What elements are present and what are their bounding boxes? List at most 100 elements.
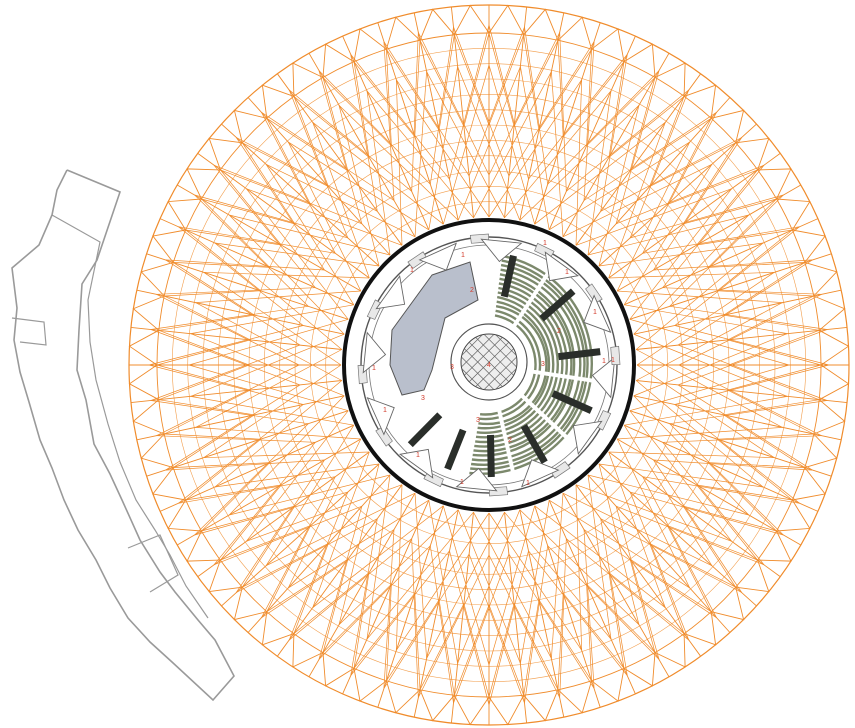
lattice-brace xyxy=(488,79,582,218)
lattice-brace xyxy=(538,599,592,681)
lattice-spoke xyxy=(562,52,670,238)
lattice-brace xyxy=(350,518,378,676)
lattice-brace xyxy=(201,462,270,532)
lattice-spoke xyxy=(221,463,380,607)
lattice-brace xyxy=(653,459,813,471)
lattice-spoke xyxy=(616,184,802,292)
lattice-brace xyxy=(677,329,828,386)
lattice-spoke xyxy=(534,22,601,225)
lattice-brace xyxy=(386,599,440,681)
perimeter-rooms xyxy=(357,233,621,497)
lattice-zigzag xyxy=(208,137,243,171)
lattice-brace xyxy=(669,194,784,307)
lattice-brace xyxy=(534,122,666,225)
lattice-brace xyxy=(366,511,474,640)
lattice-brace xyxy=(190,333,345,397)
lattice-brace xyxy=(203,451,370,459)
lattice-brace xyxy=(190,396,354,426)
lattice-brace xyxy=(158,399,255,416)
lattice-spoke xyxy=(136,289,345,335)
lattice-brace xyxy=(165,384,301,471)
lattice-brace xyxy=(453,553,510,704)
lattice-brace xyxy=(708,262,805,268)
lattice-brace xyxy=(395,79,403,246)
lattice-brace xyxy=(678,364,822,437)
lattice-brace xyxy=(633,395,750,516)
room-label: 1 xyxy=(602,358,606,365)
lattice-brace xyxy=(442,505,490,666)
lattice-brace xyxy=(318,70,431,185)
lattice-spoke xyxy=(548,35,636,230)
lattice-brace xyxy=(547,545,660,660)
lattice-zigzag xyxy=(261,84,295,119)
lattice-brace xyxy=(642,226,800,254)
lattice-brace xyxy=(649,543,736,588)
lattice-zigzag xyxy=(128,364,160,401)
lattice-brace xyxy=(623,164,713,305)
lattice-spoke xyxy=(519,12,565,221)
lattice-brace xyxy=(633,333,788,397)
lattice-brace xyxy=(293,543,329,634)
lattice-brace xyxy=(150,344,301,401)
lattice-brace xyxy=(587,90,612,256)
lattice-spoke xyxy=(633,289,842,335)
lattice-brace xyxy=(635,242,764,350)
lattice-brace xyxy=(600,518,628,676)
lattice-brace xyxy=(717,438,793,501)
lattice-brace xyxy=(696,484,758,561)
lattice-brace xyxy=(547,70,660,185)
lattice-spoke xyxy=(342,35,430,230)
lattice-brace xyxy=(629,77,656,171)
room-label: 1 xyxy=(372,365,376,372)
lattice-brace xyxy=(727,295,814,341)
room-label: 1 xyxy=(410,267,414,274)
lattice-brace xyxy=(246,484,403,542)
adjacent-building-ledge xyxy=(11,317,47,346)
lattice-brace xyxy=(674,325,830,366)
lattice-brace xyxy=(629,558,712,612)
lattice-zigzag xyxy=(654,633,686,668)
lattice-brace xyxy=(519,104,640,221)
lattice-zigzag xyxy=(186,530,221,562)
lattice-brace xyxy=(178,226,304,326)
lattice-brace xyxy=(242,543,329,588)
lobby-grid-line xyxy=(464,348,503,387)
stair-core xyxy=(521,459,560,488)
lattice-brace xyxy=(214,242,380,267)
lattice-brace xyxy=(366,474,391,640)
lattice-brace xyxy=(236,518,378,593)
lattice-zigzag xyxy=(292,633,324,668)
lattice-brace xyxy=(488,64,536,225)
stair-core xyxy=(362,331,387,374)
lattice-brace xyxy=(288,141,429,231)
hall-floor xyxy=(389,261,479,396)
lattice-brace xyxy=(229,214,391,256)
lattice-brace xyxy=(414,593,421,690)
lattice-brace xyxy=(674,404,800,504)
stair-core xyxy=(544,251,580,282)
lattice-zigzag xyxy=(818,364,850,401)
lattice-brace xyxy=(214,380,343,488)
lattice-zigzag xyxy=(488,4,525,36)
lattice-brace xyxy=(551,493,564,659)
lattice-brace xyxy=(598,463,640,625)
lattice-brace xyxy=(524,545,549,704)
lattice-brace xyxy=(220,169,282,246)
lattice-brace xyxy=(293,96,329,187)
lattice-brace xyxy=(463,32,490,127)
lattice-brace xyxy=(566,538,690,641)
lattice-brace xyxy=(534,505,666,608)
lattice-spoke xyxy=(146,253,349,320)
lattice-zigzag xyxy=(132,295,165,331)
room-label: 1 xyxy=(611,357,615,364)
lattice-brace xyxy=(293,96,370,158)
lattice-brace xyxy=(261,112,336,254)
lattice-brace xyxy=(419,603,465,690)
lattice-zigzag xyxy=(488,694,525,726)
lattice-brace xyxy=(236,137,378,212)
lattice-spoke xyxy=(450,512,474,724)
lattice-brace xyxy=(156,287,316,295)
lattice-brace xyxy=(396,79,490,218)
auditorium-plan: 1 1 1 1 1 1 1 1 1 1 1 1 2 2 2 3 3 3 3 4 xyxy=(342,218,636,512)
